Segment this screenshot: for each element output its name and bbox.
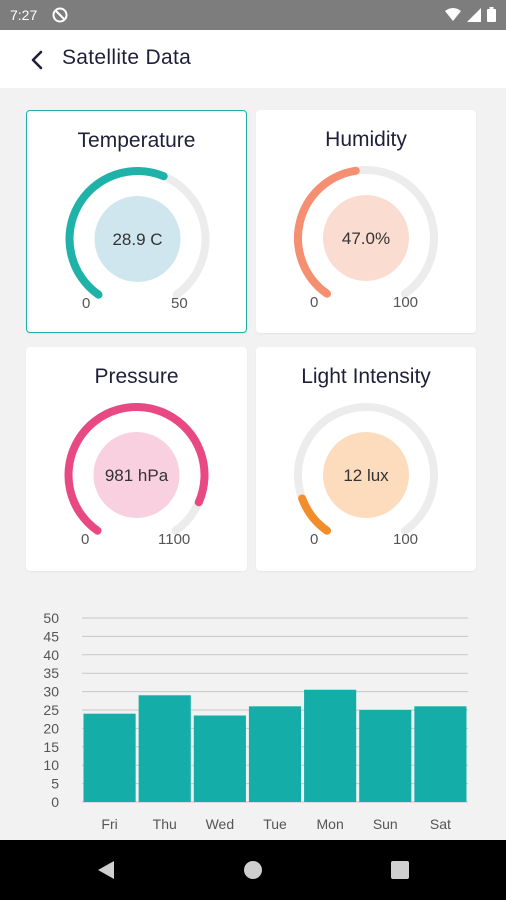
battery-icon [487, 7, 496, 22]
temperature-gauge: 28.9 C [65, 167, 210, 299]
gauge-min-label: 0 [81, 531, 90, 548]
gauge-value-text: 981 hPa [105, 466, 169, 485]
y-tick-label: 10 [43, 757, 59, 773]
bar [414, 706, 467, 802]
y-tick-label: 50 [43, 610, 59, 626]
bar [138, 695, 191, 802]
gauge-value-arc [298, 494, 331, 535]
gauge-min-label: 0 [82, 295, 91, 312]
y-tick-label: 20 [43, 720, 59, 736]
card-title: Light Intensity [301, 365, 431, 388]
bar-chart: 0 5 10 15 20 25 30 35 40 45 50 Fri Thu Wed Tue Mon Sun Sa… [0, 588, 506, 840]
humidity-gauge: 47.0% [294, 166, 438, 298]
light-intensity-card[interactable]: Light Intensity 12 lux 0 100 [256, 347, 476, 571]
app-notification-icon [52, 7, 68, 23]
x-tick-label: Mon [317, 816, 344, 832]
y-tick-label: 25 [43, 702, 59, 718]
humidity-card[interactable]: Humidity 47.0% 0 100 [256, 110, 476, 333]
gauge-max-label: 50 [171, 295, 188, 312]
y-tick-label: 15 [43, 739, 59, 755]
light-intensity-gauge: 12 lux [294, 403, 438, 535]
page-title: Satellite Data [62, 46, 192, 69]
gauge-max-label: 100 [393, 294, 419, 311]
status-bar: 7:27 [0, 0, 506, 30]
gauge-center-circle [323, 432, 409, 518]
gauge-value-arc [294, 166, 360, 298]
chevron-left-icon [31, 50, 43, 70]
gauge-value-text: 47.0% [342, 229, 390, 248]
bar [359, 710, 412, 802]
x-tick-label: Sat [430, 816, 451, 832]
x-tick-label: Wed [206, 816, 235, 832]
y-tick-label: 45 [43, 628, 59, 644]
x-tick-label: Thu [153, 816, 177, 832]
y-tick-label: 40 [43, 647, 59, 663]
gauge-max-label: 1100 [158, 531, 191, 548]
gauge-value-text: 28.9 C [112, 230, 162, 249]
wifi-icon [445, 7, 461, 21]
card-title: Temperature [77, 129, 196, 152]
temperature-card[interactable]: Temperature 28.9 C 0 50 [26, 110, 247, 333]
y-tick-label: 35 [43, 665, 59, 681]
gauge-track [294, 403, 438, 535]
x-tick-label: Tue [263, 816, 287, 832]
bar [304, 689, 357, 802]
bar [248, 706, 302, 802]
gauge-center-circle [323, 195, 409, 281]
x-tick-label: Sun [373, 816, 398, 832]
y-tick-label: 5 [51, 776, 59, 792]
gauge-max-label: 100 [393, 531, 419, 548]
bar [193, 715, 246, 802]
y-tick-label: 30 [43, 684, 59, 700]
app-bar: Satellite Data [0, 30, 506, 88]
y-tick-label: 0 [51, 794, 59, 810]
pressure-gauge: 981 hPa [64, 403, 209, 535]
x-tick-label: Fri [101, 816, 117, 832]
gauge-center-circle [94, 196, 181, 282]
signal-icon [467, 7, 481, 22]
gauge-value-arc [65, 167, 168, 299]
bar-chart-svg: 0 5 10 15 20 25 30 35 40 45 50 Fri Thu Wed Tue Mon Sun Sa… [43, 610, 468, 832]
card-title: Humidity [325, 128, 407, 151]
status-time: 7:27 [10, 7, 38, 23]
gauge-min-label: 0 [310, 294, 319, 311]
card-title: Pressure [94, 365, 179, 388]
back-button[interactable] [22, 46, 52, 74]
nav-recents-icon[interactable] [390, 860, 410, 880]
gauge-min-label: 0 [310, 531, 319, 548]
nav-back-icon[interactable] [96, 860, 116, 880]
navigation-bar [0, 840, 506, 900]
pressure-card[interactable]: Pressure 981 hPa 0 1100 [26, 347, 247, 571]
bar [83, 713, 136, 802]
gauge-value-text: 12 lux [343, 466, 389, 485]
nav-home-icon[interactable] [243, 860, 263, 880]
gauge-center-circle [93, 432, 180, 518]
gauge-value-arc [64, 403, 209, 535]
